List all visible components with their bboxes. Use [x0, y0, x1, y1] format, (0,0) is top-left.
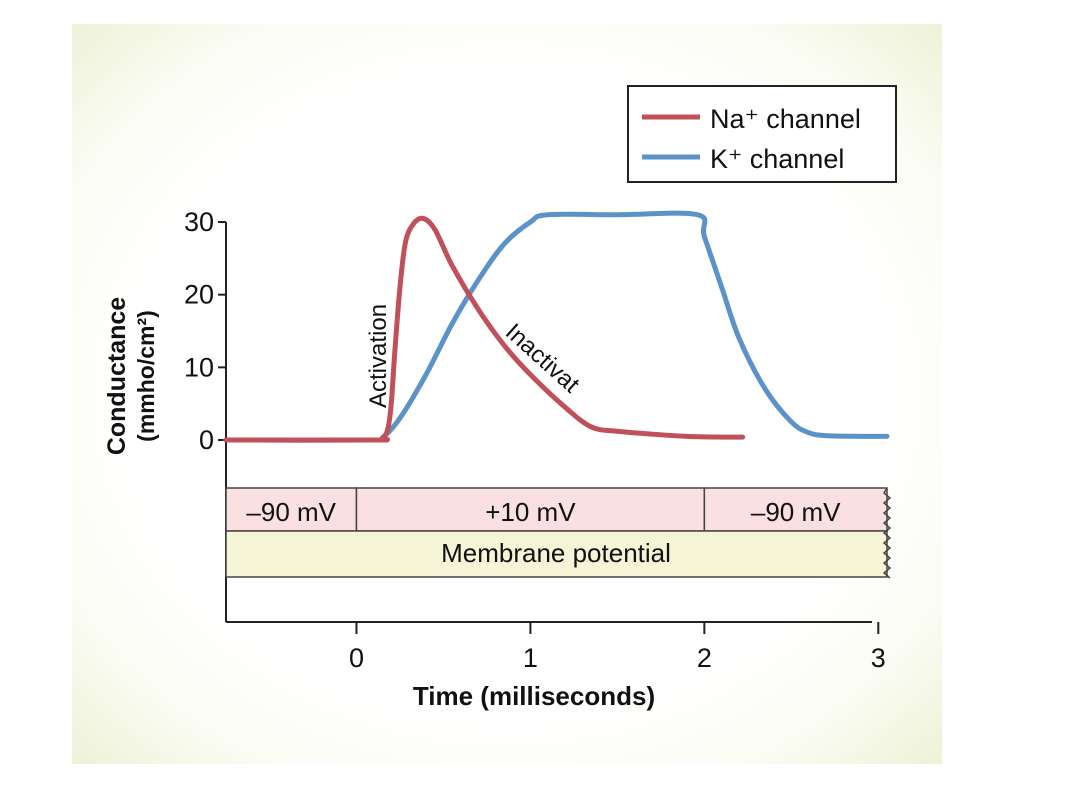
x-ticks: 0 1 2 3 [349, 622, 886, 673]
y-tick-label: 20 [184, 280, 214, 310]
potential-segment-label: –90 mV [751, 497, 841, 527]
series-layer [223, 210, 890, 443]
y-axis-title-line2: (mmho/cm²) [133, 310, 159, 442]
membrane-potential-label: Membrane potential [441, 538, 671, 568]
axis-break-mark [882, 487, 892, 579]
legend-label-na: Na⁺ channel [710, 104, 861, 134]
x-tick-label: 3 [871, 643, 886, 673]
y-tick-label: 0 [199, 425, 214, 455]
x-axis-title: Time (milliseconds) [413, 681, 655, 711]
y-tick-label: 10 [184, 352, 214, 382]
legend-box [627, 85, 897, 183]
x-tick-label: 1 [523, 643, 538, 673]
potential-segment-label: –90 mV [246, 497, 336, 527]
legend-label-k: K⁺ channel [710, 144, 844, 174]
y-tick-label: 30 [184, 207, 214, 237]
y-axis-title-line1: Conductance [103, 297, 131, 455]
k-channel-line [223, 210, 890, 443]
potential-segment-label: +10 mV [485, 497, 576, 527]
membrane-potential-bar: –90 mV +10 mV –90 mV [225, 487, 892, 579]
y-axis-title: Conductance (mmho/cm²) [103, 297, 159, 455]
conductance-chart: Conductance (mmho/cm²) 0 10 20 30 0 1 2 3 –90 … [103, 85, 897, 711]
x-tick-label: 2 [697, 643, 712, 673]
legend: Na⁺ channel K⁺ channel [627, 85, 897, 183]
activation-annotation: Activation [365, 304, 392, 408]
potential-label-band [225, 530, 888, 578]
y-ticks: 0 10 20 30 [184, 207, 226, 455]
x-tick-label: 0 [349, 643, 364, 673]
figure-panel: Conductance (mmho/cm²) 0 10 20 30 0 1 2 3 –90 … [72, 24, 942, 764]
na-channel-line [223, 215, 746, 443]
